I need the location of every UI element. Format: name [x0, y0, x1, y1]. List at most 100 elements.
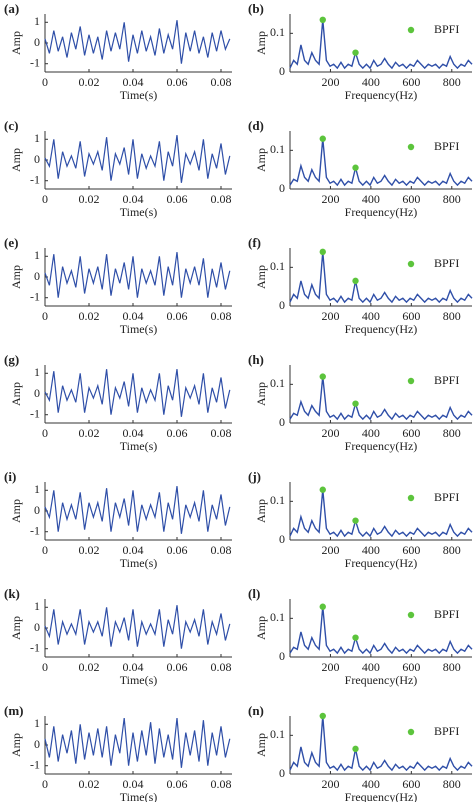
x-tick-label: 0.08	[211, 309, 232, 323]
y-axis-label: Amp	[254, 148, 268, 172]
x-tick-label: 0.04	[123, 309, 144, 323]
y-tick-label: 0.1	[270, 493, 285, 507]
signal-line	[289, 19, 473, 70]
x-tick-label: 800	[443, 426, 461, 440]
signal-line	[289, 251, 473, 304]
x-tick-label: 0.02	[79, 426, 100, 440]
legend-swatch	[407, 728, 415, 736]
x-axis-label: Frequency(Hz)	[345, 790, 418, 802]
panel-label: (b)	[248, 1, 264, 16]
y-axis-label: Amp	[254, 31, 268, 55]
x-tick-label: 200	[321, 309, 339, 323]
panel-label: (l)	[248, 586, 260, 601]
panel-label: (h)	[248, 352, 264, 367]
panel-label: (a)	[4, 1, 19, 16]
bpfi-marker	[352, 164, 359, 171]
x-tick-label: 0	[42, 777, 48, 791]
x-tick-label: 0.08	[211, 192, 232, 206]
y-tick-label: 0	[34, 152, 40, 166]
y-tick-label: 0	[34, 386, 40, 400]
y-axis-label: Amp	[9, 499, 23, 523]
panel-label: (n)	[248, 703, 264, 718]
x-tick-label: 0	[42, 309, 48, 323]
x-tick-label: 600	[402, 660, 420, 674]
legend-label: BPFI	[434, 724, 459, 738]
y-tick-label: 0	[279, 649, 285, 663]
legend-swatch	[407, 377, 415, 385]
bpfi-marker	[352, 277, 359, 285]
x-tick-label: 0.02	[79, 192, 100, 206]
y-axis-label: Amp	[9, 733, 23, 757]
y-tick-label: 1	[34, 14, 40, 28]
bpfi-marker	[319, 603, 326, 610]
panel-label: (f)	[248, 235, 261, 250]
legend-label: BPFI	[434, 373, 459, 387]
x-axis-label: Time(s)	[120, 322, 158, 336]
x-tick-label: 400	[362, 660, 380, 674]
x-tick-label: 200	[321, 192, 339, 206]
legend-label: BPFI	[434, 22, 459, 36]
y-tick-label: 0	[279, 298, 285, 312]
x-tick-label: 0.06	[167, 543, 188, 557]
y-tick-label: -1	[30, 523, 40, 537]
x-tick-label: 0.04	[123, 777, 144, 791]
x-axis-label: Frequency(Hz)	[345, 88, 418, 102]
x-tick-label: 0.08	[211, 660, 232, 674]
bpfi-marker	[352, 634, 359, 641]
signal-line	[289, 606, 473, 655]
y-tick-label: 0	[279, 181, 285, 195]
x-axis-label: Time(s)	[120, 88, 158, 102]
y-tick-label: 1	[34, 248, 40, 262]
x-tick-label: 800	[443, 309, 461, 323]
x-tick-label: 0.08	[211, 543, 232, 557]
y-tick-label: 1	[34, 716, 40, 730]
y-tick-label: 0	[34, 737, 40, 751]
signal-line	[44, 252, 231, 298]
x-tick-label: 0	[42, 543, 48, 557]
y-tick-label: 0	[34, 620, 40, 634]
y-tick-label: -1	[30, 406, 40, 420]
legend-swatch	[407, 611, 415, 619]
signal-line	[44, 20, 231, 64]
x-axis-label: Time(s)	[120, 439, 158, 453]
x-tick-label: 400	[362, 192, 380, 206]
x-tick-label: 600	[402, 192, 420, 206]
x-tick-label: 0.08	[211, 777, 232, 791]
x-tick-label: 0.04	[123, 660, 144, 674]
bpfi-marker	[319, 248, 326, 256]
x-tick-label: 200	[321, 660, 339, 674]
x-axis-label: Frequency(Hz)	[345, 673, 418, 687]
y-tick-label: 0	[279, 64, 285, 78]
bpfi-marker	[319, 135, 326, 142]
panel-label: (d)	[248, 118, 264, 133]
x-tick-label: 0.04	[123, 543, 144, 557]
y-axis-label: Amp	[9, 616, 23, 640]
y-tick-label: 1	[34, 131, 40, 145]
y-axis-label: Amp	[9, 148, 23, 172]
bpfi-marker	[319, 712, 326, 720]
bpfi-marker	[319, 486, 326, 493]
y-axis-label: Amp	[9, 31, 23, 55]
signal-line	[44, 135, 231, 183]
y-tick-label: -1	[30, 289, 40, 303]
x-axis-label: Frequency(Hz)	[345, 439, 418, 453]
x-tick-label: 400	[362, 426, 380, 440]
x-tick-label: 0.02	[79, 543, 100, 557]
x-tick-label: 400	[362, 777, 380, 791]
panel-label: (e)	[4, 235, 18, 250]
y-tick-label: 0.1	[270, 610, 285, 624]
signal-line	[289, 715, 473, 772]
x-tick-label: 0.04	[123, 426, 144, 440]
x-tick-label: 600	[402, 777, 420, 791]
x-axis-label: Frequency(Hz)	[345, 322, 418, 336]
x-tick-label: 0.06	[167, 426, 188, 440]
y-tick-label: -1	[30, 172, 40, 186]
legend-swatch	[407, 260, 415, 268]
x-tick-label: 0.02	[79, 75, 100, 89]
x-tick-label: 800	[443, 777, 461, 791]
signal-line	[44, 717, 231, 768]
x-axis-label: Time(s)	[120, 556, 158, 570]
legend-swatch	[407, 143, 415, 151]
y-tick-label: 0	[34, 269, 40, 283]
y-tick-label: 1	[34, 482, 40, 496]
